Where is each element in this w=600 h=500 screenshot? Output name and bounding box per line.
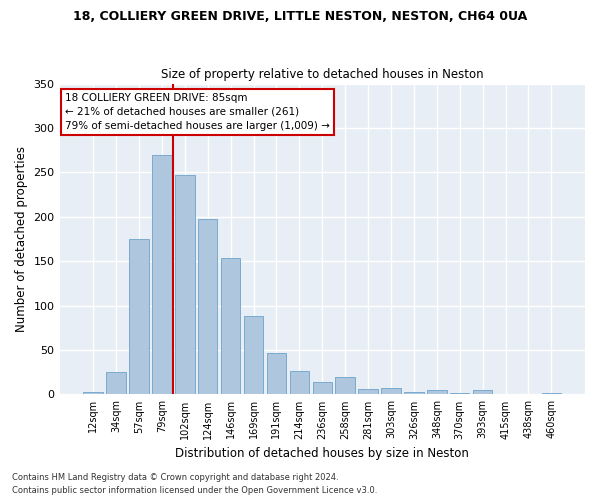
Bar <box>83 392 103 394</box>
Bar <box>198 220 217 394</box>
Text: 18, COLLIERY GREEN DRIVE, LITTLE NESTON, NESTON, CH64 0UA: 18, COLLIERY GREEN DRIVE, LITTLE NESTON,… <box>73 10 527 23</box>
Bar <box>106 372 126 394</box>
Y-axis label: Number of detached properties: Number of detached properties <box>15 146 28 332</box>
Text: 18 COLLIERY GREEN DRIVE: 85sqm
← 21% of detached houses are smaller (261)
79% of: 18 COLLIERY GREEN DRIVE: 85sqm ← 21% of … <box>65 93 329 131</box>
Bar <box>427 390 446 394</box>
Text: Contains HM Land Registry data © Crown copyright and database right 2024.
Contai: Contains HM Land Registry data © Crown c… <box>12 474 377 495</box>
Bar <box>358 389 378 394</box>
Bar <box>542 392 561 394</box>
Bar <box>313 382 332 394</box>
Bar <box>404 392 424 394</box>
Bar <box>221 258 241 394</box>
Bar <box>450 392 469 394</box>
Bar <box>129 239 149 394</box>
X-axis label: Distribution of detached houses by size in Neston: Distribution of detached houses by size … <box>175 447 469 460</box>
Bar <box>381 388 401 394</box>
Bar <box>244 316 263 394</box>
Bar <box>175 175 194 394</box>
Bar <box>473 390 493 394</box>
Bar <box>290 372 309 394</box>
Bar <box>267 352 286 395</box>
Title: Size of property relative to detached houses in Neston: Size of property relative to detached ho… <box>161 68 484 81</box>
Bar <box>335 376 355 394</box>
Bar <box>152 154 172 394</box>
